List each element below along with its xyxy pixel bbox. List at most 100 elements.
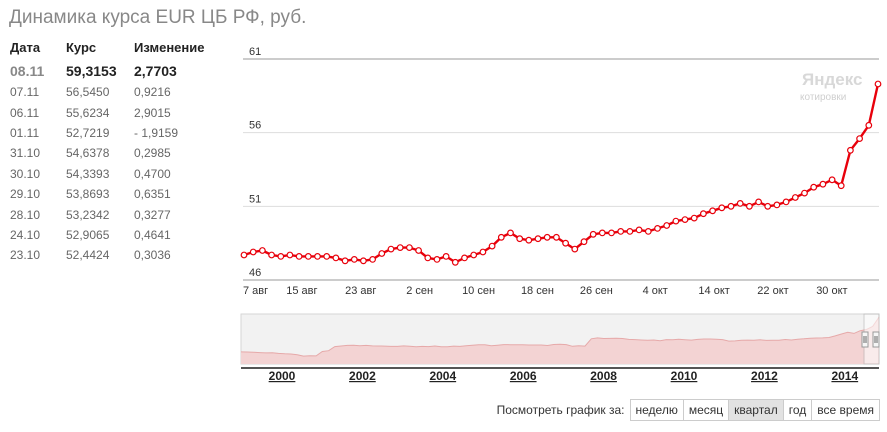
data-point[interactable] [259,247,266,254]
data-point[interactable] [543,233,551,241]
data-point[interactable] [847,146,854,154]
data-point[interactable] [644,227,652,235]
data-point[interactable] [286,251,294,259]
data-point[interactable] [801,189,808,197]
navigator-year-link[interactable]: 2004 [429,369,456,383]
data-point[interactable] [507,229,514,237]
data-point[interactable] [497,233,505,241]
data-point[interactable] [461,254,468,262]
navigator-year-link[interactable]: 2008 [590,369,617,383]
row-date: 01.11 [10,125,40,140]
range-navigator[interactable]: 2000 2002 2004 2006 2008 2010 2012 2014 [240,312,882,387]
data-point[interactable] [736,199,744,207]
data-point[interactable] [415,247,423,254]
x-tick-label: 18 сен [521,285,554,297]
data-point[interactable] [672,217,680,225]
data-point[interactable] [378,250,386,257]
data-point[interactable] [525,236,533,244]
data-point[interactable] [332,254,340,262]
data-point[interactable] [277,252,285,260]
data-point[interactable] [451,258,459,266]
navigator-year-link[interactable]: 2002 [349,369,376,383]
data-point[interactable] [819,180,827,188]
data-point[interactable] [635,226,643,234]
data-point[interactable] [773,201,781,209]
data-point[interactable] [700,210,707,218]
data-point[interactable] [580,238,588,246]
data-point[interactable] [249,248,257,256]
data-point[interactable] [608,229,615,237]
data-point[interactable] [837,182,845,190]
row-date: 08.11 [10,62,45,79]
data-point[interactable] [553,233,560,241]
data-point[interactable] [323,252,331,260]
navigator-year-link[interactable]: 2006 [510,369,537,383]
data-point[interactable] [681,216,689,224]
x-tick-label: 30 окт [816,285,847,297]
data-point[interactable] [240,251,248,259]
data-point[interactable] [718,204,726,212]
data-point[interactable] [295,252,303,260]
data-point[interactable] [304,252,312,260]
x-tick-label: 15 авг [286,285,317,297]
data-point[interactable] [350,255,358,263]
navigator-handle-left[interactable] [861,331,869,348]
period-month-button[interactable]: месяц [682,400,729,420]
navigator-year-link[interactable]: 2010 [671,369,698,383]
y-tick-label: 51 [249,193,261,205]
data-point[interactable] [314,252,321,260]
data-point[interactable] [405,244,413,252]
data-point[interactable] [598,229,606,237]
data-point[interactable] [396,244,404,252]
data-point[interactable] [562,239,570,247]
row-rate: 52,7219 [66,125,110,140]
range-navigator-svg[interactable]: 2000 2002 2004 2006 2008 2010 2012 2014 [240,312,882,387]
data-point[interactable] [654,224,661,232]
period-week-button[interactable]: неделю [630,400,683,420]
data-point[interactable] [810,183,818,191]
data-point[interactable] [268,251,276,259]
data-point[interactable] [755,198,762,206]
data-point[interactable] [442,252,450,260]
data-point[interactable] [617,227,625,235]
data-point[interactable] [424,254,432,262]
data-point[interactable] [663,222,671,229]
data-point[interactable] [479,248,487,256]
data-point[interactable] [488,242,496,250]
data-point[interactable] [589,230,597,238]
rate-chart[interactable]: 61 56 51 46 7 авг 15 авг 23 авг 2 сен 10 сен 18 … [240,40,882,300]
row-change: 0,2985 [134,146,171,161]
data-point[interactable] [690,214,698,222]
table-row: 24.10 52,9065 0,4641 [10,225,225,245]
data-point[interactable] [764,202,772,210]
data-point[interactable] [516,235,524,243]
data-point[interactable] [874,80,882,88]
table-row: 30.10 54,3393 0,4700 [10,164,225,184]
data-point[interactable] [828,176,836,184]
data-point[interactable] [865,121,873,129]
plot-area [243,59,879,280]
data-point[interactable] [856,135,863,142]
data-point[interactable] [709,207,717,215]
data-point[interactable] [470,251,478,259]
data-point[interactable] [791,194,799,201]
data-point[interactable] [727,202,735,210]
period-quarter-button[interactable]: квартал [728,400,783,420]
data-point[interactable] [571,245,579,253]
data-point[interactable] [626,227,634,235]
navigator-year-link[interactable]: 2014 [831,369,858,383]
period-year-button[interactable]: год [782,400,812,420]
data-point[interactable] [387,245,395,253]
navigator-handle-right[interactable] [872,331,880,348]
navigator-year-link[interactable]: 2000 [269,369,296,383]
rate-chart-svg[interactable]: 61 56 51 46 7 авг 15 авг 23 авг 2 сен 10 сен 18 … [240,40,882,300]
data-point[interactable] [746,202,753,210]
data-point[interactable] [782,198,790,206]
period-all-time-button[interactable]: все время [811,400,879,420]
data-point[interactable] [341,257,349,265]
data-point[interactable] [433,255,441,263]
navigator-year-link[interactable]: 2012 [751,369,778,383]
data-point[interactable] [369,255,377,263]
data-point[interactable] [534,235,542,243]
data-point[interactable] [359,257,367,265]
